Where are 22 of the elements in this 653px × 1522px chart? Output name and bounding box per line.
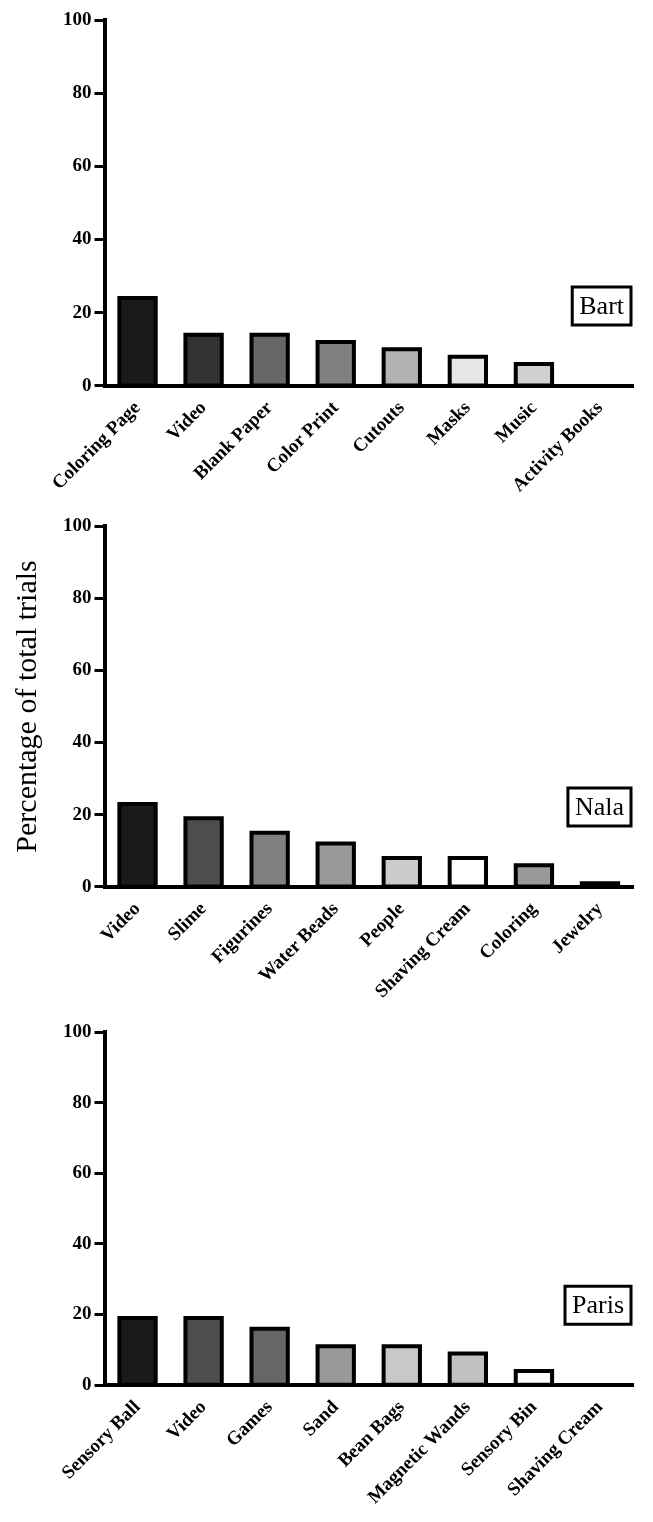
y-tick-label: 100 [63, 513, 92, 535]
y-tick-label: 80 [72, 81, 92, 103]
y-tick-label: 0 [82, 874, 92, 896]
y-tick-label: 0 [82, 373, 92, 395]
y-tick-label: 100 [63, 1019, 92, 1041]
y-tick-label: 40 [72, 227, 92, 249]
y-tick-label: 20 [72, 802, 92, 824]
annotation: Paris [572, 1290, 624, 1320]
y-tick-label: 80 [72, 586, 92, 608]
y-tick-label: 40 [72, 1231, 92, 1253]
y-tick-label: 80 [72, 1090, 92, 1112]
y-tick-label: 40 [72, 730, 92, 752]
y-tick-label: 60 [72, 1161, 92, 1183]
y-tick-label: 0 [82, 1373, 92, 1395]
y-axis-title: Percentage of total trials [8, 560, 42, 853]
y-tick-label: 60 [72, 658, 92, 680]
y-tick-label: 60 [72, 154, 92, 176]
annotation: Nala [574, 791, 625, 821]
annotation: Bart [579, 290, 625, 320]
y-tick-label: 20 [72, 1302, 92, 1324]
y-tick-label: 100 [63, 7, 92, 29]
y-tick-label: 20 [72, 300, 92, 322]
